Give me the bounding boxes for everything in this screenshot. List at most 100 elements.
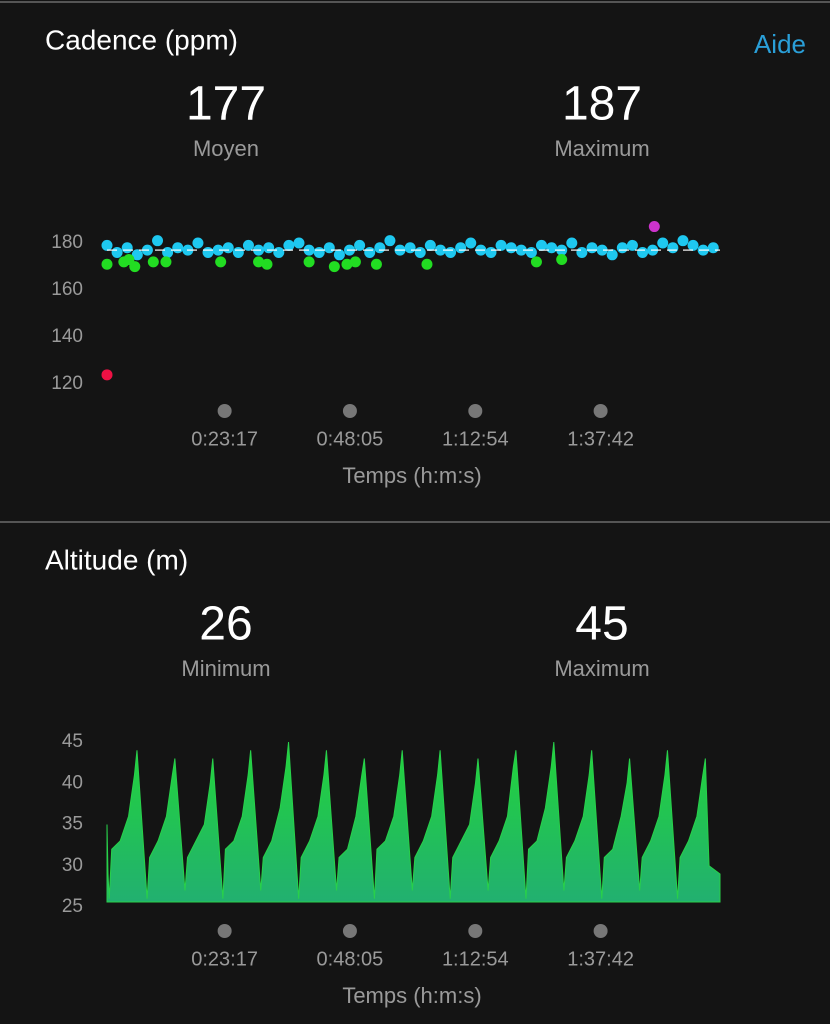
data-point	[576, 246, 588, 258]
data-point	[261, 258, 273, 270]
data-point	[253, 256, 265, 268]
data-point	[222, 242, 234, 254]
stat-label: Moyen	[193, 136, 259, 161]
stat-label: Minimum	[181, 656, 270, 681]
data-point	[293, 237, 305, 249]
data-point	[566, 237, 578, 249]
data-point	[152, 235, 164, 247]
data-point	[525, 246, 537, 258]
x-axis-label: Temps (h:m:s)	[342, 463, 481, 488]
data-point	[530, 256, 542, 268]
data-point	[232, 246, 244, 258]
x-tick-dot	[342, 924, 357, 938]
data-point	[586, 242, 598, 254]
data-point	[162, 246, 174, 258]
y-tick-label: 40	[62, 772, 83, 793]
data-point	[596, 244, 608, 256]
data-point	[349, 256, 361, 268]
y-tick-label: 180	[51, 232, 83, 253]
data-point	[101, 239, 113, 251]
data-point	[354, 239, 366, 251]
x-tick-dot	[217, 924, 232, 938]
x-axis-label: Temps (h:m:s)	[342, 983, 481, 1008]
data-point	[495, 239, 507, 251]
data-point	[606, 249, 618, 261]
data-point	[121, 242, 133, 254]
data-point	[546, 242, 558, 254]
data-point	[637, 246, 649, 258]
data-point	[485, 246, 497, 258]
data-point	[414, 246, 426, 258]
stat-value: 45	[575, 598, 628, 651]
data-point	[303, 244, 315, 256]
data-point	[263, 242, 275, 254]
y-tick-label: 30	[62, 855, 83, 876]
data-point	[515, 244, 527, 256]
x-tick-label: 1:37:42	[567, 948, 634, 970]
x-tick-label: 1:12:54	[442, 428, 509, 450]
x-tick-dot	[468, 404, 483, 418]
data-point	[202, 246, 214, 258]
y-tick-label: 35	[62, 814, 83, 835]
x-tick-label: 0:48:05	[317, 428, 384, 450]
y-tick-label: 160	[51, 279, 83, 300]
help-link[interactable]: Aide	[754, 29, 806, 59]
x-tick-dot	[593, 404, 608, 418]
data-point	[283, 239, 295, 251]
y-tick-label: 140	[51, 326, 83, 347]
data-point	[131, 249, 143, 261]
data-point	[192, 237, 204, 249]
data-point	[328, 261, 340, 273]
data-point	[160, 256, 172, 268]
data-point	[273, 246, 285, 258]
stat-label: Maximum	[554, 136, 649, 161]
data-point	[215, 256, 227, 268]
data-point	[129, 261, 141, 273]
data-point	[465, 237, 477, 249]
data-point	[374, 242, 386, 254]
stat-label: Maximum	[554, 656, 649, 681]
data-point	[445, 246, 457, 258]
stat-value: 177	[186, 78, 266, 131]
data-point	[404, 242, 416, 254]
data-point	[212, 244, 224, 256]
stat-value: 187	[562, 78, 642, 131]
data-point	[101, 258, 113, 270]
y-tick-label: 25	[62, 896, 83, 917]
data-point	[455, 242, 467, 254]
data-point	[147, 256, 159, 268]
data-point	[616, 242, 628, 254]
data-point	[101, 369, 113, 381]
data-point	[657, 237, 669, 249]
x-tick-label: 1:12:54	[442, 948, 509, 970]
data-point	[341, 258, 353, 270]
chart-title: Cadence (ppm)	[45, 24, 238, 55]
data-point	[556, 254, 568, 266]
data-point	[434, 244, 446, 256]
stat-value: 26	[199, 598, 252, 651]
x-tick-dot	[342, 404, 357, 418]
area	[106, 741, 721, 903]
x-tick-dot	[593, 924, 608, 938]
data-point	[677, 235, 689, 247]
data-point	[687, 239, 699, 251]
data-point	[370, 258, 382, 270]
data-point	[648, 221, 660, 233]
data-point	[707, 242, 719, 254]
data-point	[111, 246, 123, 258]
data-point	[172, 242, 184, 254]
data-point	[505, 242, 517, 254]
x-tick-dot	[217, 404, 232, 418]
chart-title: Altitude (m)	[45, 544, 188, 575]
data-point	[242, 239, 254, 251]
x-tick-label: 0:48:05	[317, 948, 384, 970]
data-point	[667, 242, 679, 254]
data-point	[626, 239, 638, 251]
data-point	[313, 246, 325, 258]
data-point	[333, 249, 345, 261]
x-tick-label: 1:37:42	[567, 428, 634, 450]
data-point	[364, 246, 376, 258]
x-tick-label: 0:23:17	[191, 428, 258, 450]
y-tick-label: 120	[51, 373, 83, 394]
